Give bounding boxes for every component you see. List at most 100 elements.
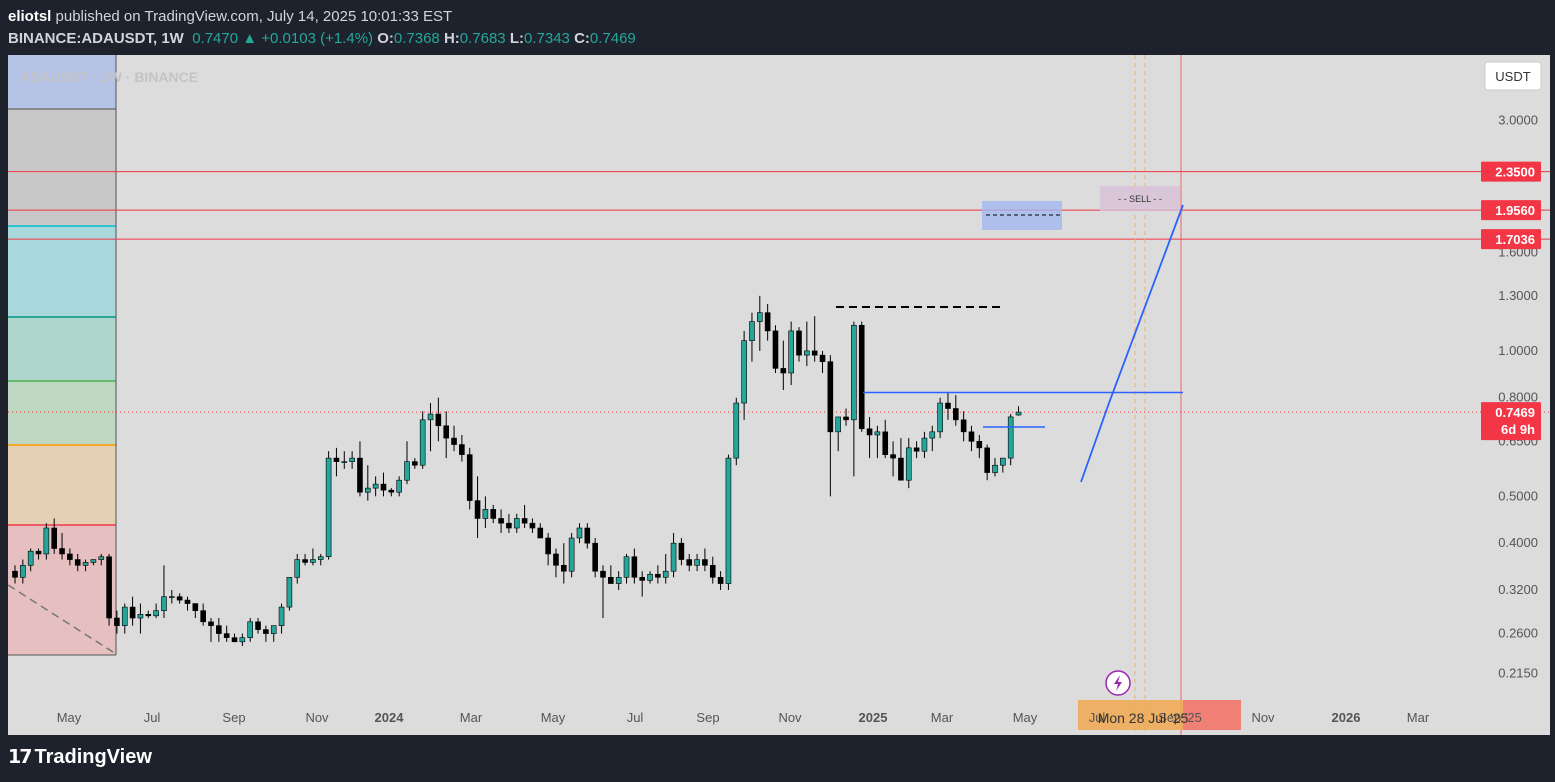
candle-body xyxy=(176,596,183,601)
chart-panel[interactable]: ADAUSDT · 1W · BINANCE - - SELL - - 3.00… xyxy=(8,55,1550,735)
chart-watermark: ADAUSDT · 1W · BINANCE xyxy=(20,69,198,85)
candle-body xyxy=(247,621,253,638)
candle-body xyxy=(427,413,434,421)
candle-body xyxy=(498,518,504,524)
published-text: published on TradingView.com, July 14, 2… xyxy=(55,8,453,25)
open-value: 0.7368 xyxy=(393,30,440,47)
x-tick-label: Mar xyxy=(931,710,954,725)
price-label-bg xyxy=(1481,161,1541,182)
candle-body xyxy=(169,596,175,598)
x-tick-label: Nov xyxy=(305,710,329,725)
candle-body xyxy=(388,489,395,493)
candle-body xyxy=(412,461,418,466)
x-tick-label: Jul xyxy=(144,710,161,725)
candle-body xyxy=(843,416,849,421)
candle-body xyxy=(937,402,943,433)
open-label: O: xyxy=(377,30,394,47)
candle-body xyxy=(506,522,512,529)
x-tick-label: Mar xyxy=(1407,710,1430,725)
candle-body xyxy=(882,431,889,455)
high-label: H: xyxy=(443,30,460,47)
price-chart[interactable]: ADAUSDT · 1W · BINANCE - - SELL - - 3.00… xyxy=(8,55,1550,735)
candle-body xyxy=(223,633,230,638)
y-tick-label: 1.0000 xyxy=(1498,343,1538,358)
candle-body xyxy=(153,610,159,617)
candle-body xyxy=(741,340,747,404)
candle-body xyxy=(333,457,340,462)
candle-body xyxy=(694,559,700,566)
candle-body xyxy=(302,559,308,563)
tradingview-logo[interactable]: 𝟭𝟳 TradingView xyxy=(8,746,152,769)
x-tick-label: Jul xyxy=(1089,710,1106,725)
candle-body xyxy=(35,550,42,555)
candle-body xyxy=(263,629,269,634)
y-tick-label: 0.3200 xyxy=(1498,582,1538,597)
date-range-highlight xyxy=(1183,700,1241,730)
candle-body xyxy=(1015,411,1022,416)
candle-body xyxy=(756,312,763,322)
candle-body xyxy=(27,550,34,566)
currency-button[interactable]: USDT xyxy=(1484,61,1542,91)
candle-body xyxy=(90,559,97,563)
y-tick-label: 0.2150 xyxy=(1498,665,1538,680)
y-tick-label: 0.2600 xyxy=(1498,626,1538,641)
candle-body xyxy=(325,457,332,558)
candle-body xyxy=(568,537,575,572)
candle-body xyxy=(67,553,73,560)
candle-body xyxy=(913,447,920,452)
candle-body xyxy=(968,431,975,442)
candle-body xyxy=(615,576,622,584)
candle-body xyxy=(310,559,316,563)
candle-body xyxy=(874,431,881,436)
candle-body xyxy=(835,416,842,433)
y-tick-label: 3.0000 xyxy=(1498,112,1538,127)
price-label: 2.3500 xyxy=(1495,165,1535,180)
candle-body xyxy=(396,479,402,493)
candle-body xyxy=(82,562,89,566)
candle-body xyxy=(349,457,355,462)
candle-body xyxy=(12,570,18,578)
candle-body xyxy=(866,428,873,436)
candle-body xyxy=(51,527,58,549)
candle-body xyxy=(529,522,536,529)
candle-body xyxy=(670,542,677,572)
candle-body xyxy=(521,518,528,524)
lightning-icon-bolt xyxy=(1114,675,1122,691)
y-tick-label: 0.8000 xyxy=(1498,390,1538,405)
candle-body xyxy=(992,464,998,473)
candle-body xyxy=(1007,416,1014,459)
candle-body xyxy=(184,599,191,604)
publisher-name[interactable]: eliotsl xyxy=(8,8,52,25)
candle-body xyxy=(945,402,951,409)
candle-body xyxy=(608,576,614,584)
fib-trend-line xyxy=(8,584,114,653)
candle-body xyxy=(74,559,81,566)
candle-body xyxy=(404,461,410,481)
symbol-info: BINANCE:ADAUSDT, 1W 0.7470 ▲ +0.0103 (+1… xyxy=(8,30,636,47)
candle-body xyxy=(725,457,732,584)
projection-trend-line xyxy=(1080,204,1184,483)
candle-body xyxy=(905,447,912,481)
fib-zone xyxy=(8,226,116,317)
sell-zone-box xyxy=(1100,186,1180,211)
candle-body xyxy=(490,509,497,519)
x-tick-label: Sep xyxy=(222,710,245,725)
candle-body xyxy=(270,625,277,634)
candle-body xyxy=(702,559,708,566)
candle-body xyxy=(443,425,450,439)
candle-body xyxy=(278,606,285,626)
candle-body xyxy=(804,350,810,356)
candle-body xyxy=(545,537,551,555)
candle-body xyxy=(960,419,967,433)
x-tick-label: 2025 xyxy=(859,710,888,725)
candle-body xyxy=(984,447,990,473)
candle-body xyxy=(929,431,936,439)
candle-body xyxy=(419,419,426,466)
price-label: 1.7036 xyxy=(1495,232,1535,247)
candle-body xyxy=(364,487,371,493)
candle-body xyxy=(451,437,457,445)
low-value: 0.7343 xyxy=(524,30,570,47)
candle-body xyxy=(513,518,520,529)
candle-body xyxy=(106,556,112,619)
lightning-icon xyxy=(1105,670,1131,696)
